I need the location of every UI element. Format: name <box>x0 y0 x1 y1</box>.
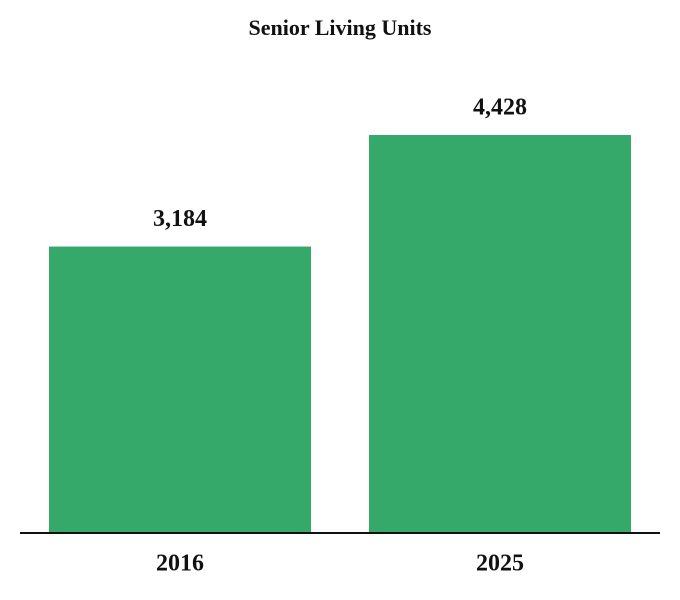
value-label: 3,184 <box>153 206 207 232</box>
x-tick-label: 2016 <box>156 551 204 577</box>
bar <box>369 135 631 532</box>
chart-title: Senior Living Units <box>249 15 432 40</box>
x-tick-label: 2025 <box>476 551 524 577</box>
value-label: 4,428 <box>473 95 527 121</box>
bar <box>49 246 311 533</box>
